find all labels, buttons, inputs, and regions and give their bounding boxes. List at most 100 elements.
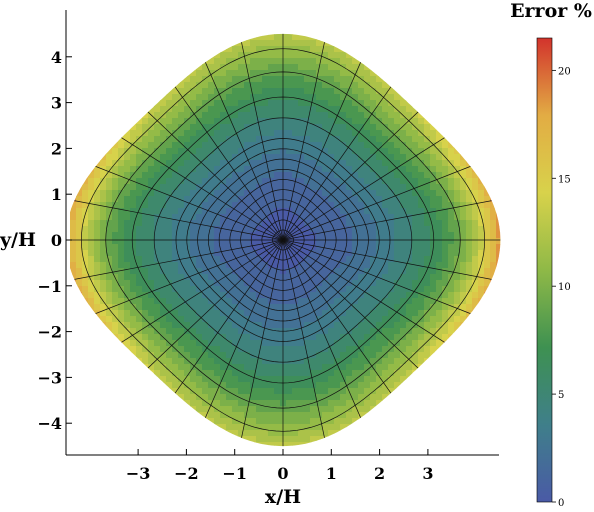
field-cell xyxy=(340,388,347,395)
field-cell xyxy=(136,112,143,119)
field-cell xyxy=(202,358,209,365)
field-cell xyxy=(112,190,119,197)
field-cell xyxy=(184,286,191,293)
field-cell xyxy=(436,250,443,257)
field-cell xyxy=(178,238,185,245)
field-cell xyxy=(142,226,149,233)
field-cell xyxy=(310,424,317,431)
field-cell xyxy=(208,298,215,305)
colorbar-tick-label: 5 xyxy=(558,390,564,401)
field-cell xyxy=(376,382,383,389)
field-cell xyxy=(232,424,239,431)
field-cell xyxy=(310,76,317,83)
field-cell xyxy=(304,46,311,53)
field-cell xyxy=(436,226,443,233)
field-cell xyxy=(88,280,95,287)
field-cell xyxy=(172,352,179,359)
field-cell xyxy=(376,412,383,419)
field-cell xyxy=(298,298,305,305)
field-cell xyxy=(292,52,299,59)
field-cell xyxy=(82,184,89,191)
field-cell xyxy=(496,214,501,221)
field-cell xyxy=(364,214,371,221)
mesh-spoke xyxy=(65,239,284,283)
field-cell xyxy=(286,274,293,281)
field-cell xyxy=(166,142,173,149)
field-cell xyxy=(370,196,377,203)
field-cell xyxy=(436,274,443,281)
field-cell xyxy=(442,298,449,305)
field-cell xyxy=(208,346,215,353)
field-cell xyxy=(328,238,335,245)
field-cell xyxy=(352,70,359,77)
field-cell xyxy=(274,316,281,323)
field-cell xyxy=(154,292,161,299)
field-cell xyxy=(454,322,461,329)
field-cell xyxy=(238,226,245,233)
field-cell xyxy=(190,334,197,341)
field-cell xyxy=(268,280,275,287)
field-cell xyxy=(226,430,233,437)
field-cell xyxy=(106,322,113,329)
field-cell xyxy=(190,304,197,311)
field-cell xyxy=(370,310,377,317)
field-cell xyxy=(352,352,359,359)
field-cell xyxy=(430,166,437,173)
field-cell xyxy=(406,148,413,155)
field-cell xyxy=(412,274,419,281)
field-cell xyxy=(322,130,329,137)
field-cell xyxy=(298,124,305,131)
field-cell xyxy=(298,94,305,101)
field-cell xyxy=(340,142,347,149)
field-cell xyxy=(130,220,137,227)
field-cell xyxy=(124,340,131,347)
field-cell xyxy=(322,112,329,119)
field-cell xyxy=(202,76,209,83)
field-cell xyxy=(262,82,269,89)
field-cell xyxy=(400,370,407,377)
field-cell xyxy=(232,328,239,335)
field-cell xyxy=(466,160,473,167)
field-cell xyxy=(268,130,275,137)
field-cell xyxy=(184,406,191,413)
field-cell xyxy=(340,364,347,371)
field-cell xyxy=(262,124,269,131)
field-cell xyxy=(160,346,167,353)
field-cell xyxy=(238,184,245,191)
field-cell xyxy=(418,286,425,293)
field-cell xyxy=(310,310,317,317)
field-cell xyxy=(196,214,203,221)
field-cell xyxy=(172,178,179,185)
field-cell xyxy=(76,250,83,257)
field-cell xyxy=(166,304,173,311)
field-cell xyxy=(376,316,383,323)
field-cell xyxy=(400,316,407,323)
field-cell xyxy=(232,76,239,83)
field-cell xyxy=(178,244,185,251)
field-cell xyxy=(238,268,245,275)
field-cell xyxy=(430,124,437,131)
field-cell xyxy=(208,160,215,167)
field-cell xyxy=(220,424,227,431)
field-cell xyxy=(238,112,245,119)
field-cell xyxy=(220,268,227,275)
field-cell xyxy=(232,322,239,329)
field-cell xyxy=(196,160,203,167)
field-cell xyxy=(370,334,377,341)
field-cell xyxy=(400,226,407,233)
field-cell xyxy=(250,310,257,317)
field-cell xyxy=(160,94,167,101)
field-cell xyxy=(406,292,413,299)
field-cell xyxy=(202,88,209,95)
field-cell xyxy=(478,220,485,227)
field-cell xyxy=(250,148,257,155)
field-cell xyxy=(316,142,323,149)
field-cell xyxy=(184,322,191,329)
field-cell xyxy=(172,220,179,227)
field-cell xyxy=(364,334,371,341)
field-cell xyxy=(106,172,113,179)
field-cell xyxy=(166,202,173,209)
field-cell xyxy=(130,298,137,305)
field-cell xyxy=(472,190,479,197)
field-cell xyxy=(262,232,269,239)
